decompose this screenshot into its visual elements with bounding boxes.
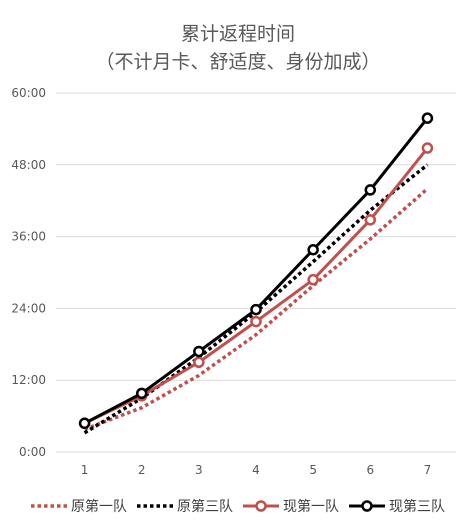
chart-subtitle: （不计月卡、舒适度、身份加成） xyxy=(95,51,380,73)
data-point xyxy=(135,387,148,400)
legend-item: 原第一队 xyxy=(31,498,127,515)
y-tick-label: 12:00 xyxy=(11,373,46,387)
data-point xyxy=(364,184,377,196)
data-point xyxy=(78,417,91,430)
legend-label: 原第一队 xyxy=(71,498,127,515)
data-point xyxy=(364,214,377,226)
gridlines xyxy=(56,92,456,453)
data-point xyxy=(250,303,262,316)
x-tick-label: 6 xyxy=(366,463,374,477)
chart-title: 累计返程时间 xyxy=(181,23,295,45)
y-tick-label: 36:00 xyxy=(11,230,46,244)
y-tick-label: 48:00 xyxy=(11,158,46,172)
x-tick-label: 2 xyxy=(138,463,146,477)
legend-item: 现第一队 xyxy=(243,498,339,515)
legend-label: 现第三队 xyxy=(389,498,445,515)
data-point xyxy=(193,356,205,368)
data-point xyxy=(250,315,262,328)
series-line xyxy=(83,117,429,425)
data-point xyxy=(307,273,319,286)
series-2 xyxy=(83,163,429,435)
legend-marker xyxy=(255,500,267,512)
y-tick-label: 60:00 xyxy=(11,86,46,100)
series-3 xyxy=(78,142,434,430)
x-tick-label: 4 xyxy=(252,463,260,477)
x-tick-label: 1 xyxy=(81,463,89,477)
x-tick-label: 3 xyxy=(195,463,203,477)
series-line xyxy=(83,163,429,435)
legend-item: 原第三队 xyxy=(137,498,233,515)
x-axis-ticks: 1 2 3 4 5 6 7 xyxy=(81,463,431,477)
y-tick-label: 24:00 xyxy=(11,301,46,315)
series-group xyxy=(78,112,434,435)
legend-label: 原第三队 xyxy=(177,498,233,515)
legend-label: 现第一队 xyxy=(283,498,339,515)
legend: 原第一队 原第三队 现第一队 现第三队 xyxy=(31,498,445,515)
legend-marker xyxy=(361,500,373,512)
data-point xyxy=(193,345,205,358)
x-tick-label: 5 xyxy=(309,463,317,477)
y-axis-ticks: 0:00 12:00 24:00 36:00 48:00 60:00 xyxy=(11,86,46,459)
series-line xyxy=(83,187,429,431)
data-point xyxy=(421,142,434,154)
series-4 xyxy=(78,112,434,430)
x-tick-label: 7 xyxy=(424,463,432,477)
legend-item: 现第三队 xyxy=(349,498,445,515)
series-1 xyxy=(83,187,429,431)
y-tick-label: 0:00 xyxy=(19,445,46,459)
data-point xyxy=(307,244,319,256)
data-point xyxy=(421,112,434,124)
